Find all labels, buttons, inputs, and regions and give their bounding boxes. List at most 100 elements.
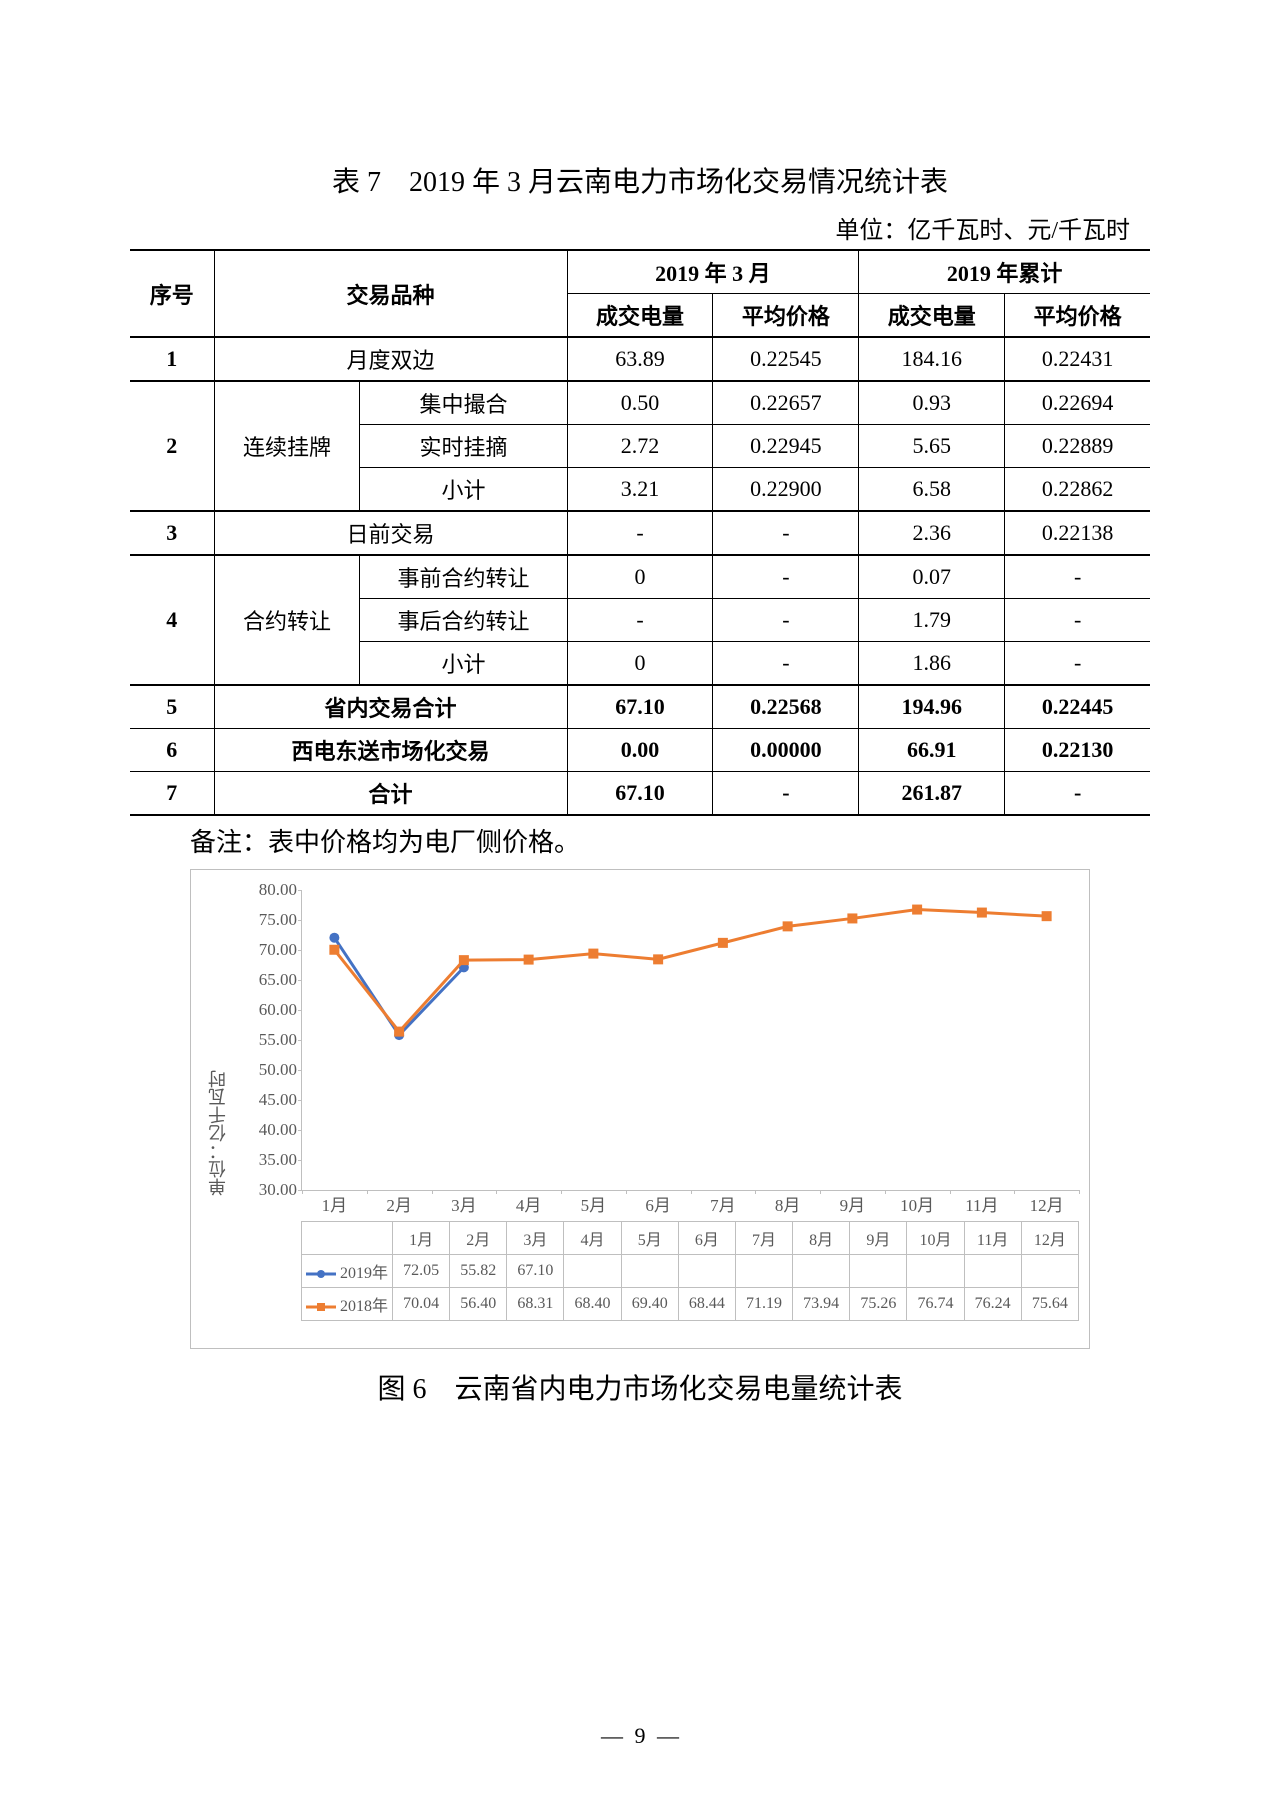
- chart-cell: 70.04: [393, 1288, 450, 1321]
- cell: 0.00000: [713, 729, 859, 772]
- cell: -: [1005, 642, 1150, 686]
- chart-col-label: 2月: [450, 1222, 507, 1255]
- chart-cell: 71.19: [735, 1288, 792, 1321]
- cell: 月度双边: [214, 337, 567, 381]
- chart-col-label: 10月: [907, 1222, 964, 1255]
- chart-cell: 72.05: [393, 1255, 450, 1288]
- chart-cell: 76.24: [964, 1288, 1021, 1321]
- cell: 67.10: [567, 772, 713, 816]
- cell: 2.72: [567, 425, 713, 468]
- chart: 单位：亿千瓦时 30.0035.0040.0045.0050.0055.0060…: [190, 869, 1090, 1349]
- chart-col-label: 1月: [393, 1222, 450, 1255]
- cell: 1.79: [859, 599, 1005, 642]
- cell: 0.22945: [713, 425, 859, 468]
- chart-cell: 75.26: [850, 1288, 907, 1321]
- chart-cell: 69.40: [621, 1288, 678, 1321]
- th-vol-m: 成交电量: [567, 294, 713, 338]
- cell: -: [713, 642, 859, 686]
- cell: -: [567, 511, 713, 555]
- cell: 0.22889: [1005, 425, 1150, 468]
- cell: 日前交易: [214, 511, 567, 555]
- chart-ytick: 75.00: [247, 910, 297, 930]
- chart-col-label: 9月: [850, 1222, 907, 1255]
- cell: 3.21: [567, 468, 713, 512]
- cell: 5.65: [859, 425, 1005, 468]
- chart-data-table: 1月2月3月4月5月6月7月8月9月10月11月12月 2019年 72.055…: [301, 1221, 1079, 1321]
- chart-col-label: 11月: [964, 1222, 1021, 1255]
- chart-ytick: 70.00: [247, 940, 297, 960]
- cell: 1: [130, 337, 214, 381]
- unit-label: 单位：亿千瓦时、元/千瓦时: [130, 210, 1150, 245]
- chart-cell: 55.82: [450, 1255, 507, 1288]
- cell: 0.22138: [1005, 511, 1150, 555]
- chart-col-label: 12月: [1021, 1222, 1078, 1255]
- chart-cell: [735, 1255, 792, 1288]
- cell: 省内交易合计: [214, 685, 567, 729]
- cell: -: [713, 555, 859, 599]
- legend-2019: 2019年: [302, 1255, 393, 1288]
- th-price-y: 平均价格: [1005, 294, 1150, 338]
- chart-xtick: 7月: [710, 1191, 736, 1216]
- legend-2018: 2018年: [302, 1288, 393, 1321]
- chart-ytick: 60.00: [247, 1000, 297, 1020]
- chart-xtick: 4月: [516, 1191, 542, 1216]
- cell: 连续挂牌: [214, 381, 360, 511]
- cell: 0.22568: [713, 685, 859, 729]
- cell: 194.96: [859, 685, 1005, 729]
- chart-ytick: 30.00: [247, 1180, 297, 1200]
- cell: 67.10: [567, 685, 713, 729]
- th-march: 2019 年 3 月: [567, 250, 859, 294]
- chart-xtick: 1月: [322, 1191, 348, 1216]
- cell: 合约转让: [214, 555, 360, 685]
- cell: 63.89: [567, 337, 713, 381]
- cell: 0: [567, 555, 713, 599]
- cell: -: [713, 511, 859, 555]
- th-seq: 序号: [130, 250, 214, 337]
- cell: -: [1005, 772, 1150, 816]
- cell: 5: [130, 685, 214, 729]
- cell: 0.07: [859, 555, 1005, 599]
- chart-ytick: 40.00: [247, 1120, 297, 1140]
- chart-col-label: 3月: [507, 1222, 564, 1255]
- th-type: 交易品种: [214, 250, 567, 337]
- cell: 小计: [360, 468, 567, 512]
- cell: -: [1005, 599, 1150, 642]
- chart-yaxis-label: 单位：亿千瓦时: [205, 1070, 231, 1196]
- cell: 事后合约转让: [360, 599, 567, 642]
- chart-xtick: 2月: [386, 1191, 412, 1216]
- chart-xtick: 8月: [775, 1191, 801, 1216]
- cell: 2: [130, 381, 214, 511]
- cell: 集中撮合: [360, 381, 567, 425]
- figure-caption: 图 6 云南省内电力市场化交易电量统计表: [130, 1367, 1150, 1407]
- cell: 0.50: [567, 381, 713, 425]
- chart-cell: [964, 1255, 1021, 1288]
- cell: 4: [130, 555, 214, 685]
- legend-2019-label: 2019年: [340, 1265, 388, 1282]
- table-note: 备注：表中价格均为电厂侧价格。: [130, 822, 1150, 859]
- chart-cell: 73.94: [793, 1288, 850, 1321]
- cell: 0.22862: [1005, 468, 1150, 512]
- cell: 6: [130, 729, 214, 772]
- cell: 0.22694: [1005, 381, 1150, 425]
- cell: 1.86: [859, 642, 1005, 686]
- cell: 0.22545: [713, 337, 859, 381]
- cell: 西电东送市场化交易: [214, 729, 567, 772]
- table-title: 表 7 2019 年 3 月云南电力市场化交易情况统计表: [130, 160, 1150, 200]
- th-price-m: 平均价格: [713, 294, 859, 338]
- cell: 2.36: [859, 511, 1005, 555]
- cell: 261.87: [859, 772, 1005, 816]
- chart-col-label: 5月: [621, 1222, 678, 1255]
- cell: 0.22130: [1005, 729, 1150, 772]
- chart-xtick: 12月: [1030, 1191, 1064, 1216]
- cell: 合计: [214, 772, 567, 816]
- chart-xtick: 3月: [451, 1191, 477, 1216]
- cell: 0.00: [567, 729, 713, 772]
- chart-xtick: 6月: [645, 1191, 671, 1216]
- cell: 184.16: [859, 337, 1005, 381]
- chart-cell: 68.31: [507, 1288, 564, 1321]
- cell: 0.22900: [713, 468, 859, 512]
- transaction-table: 序号 交易品种 2019 年 3 月 2019 年累计 成交电量 平均价格 成交…: [130, 249, 1150, 816]
- chart-ytick: 80.00: [247, 880, 297, 900]
- cell: -: [1005, 555, 1150, 599]
- chart-ytick: 45.00: [247, 1090, 297, 1110]
